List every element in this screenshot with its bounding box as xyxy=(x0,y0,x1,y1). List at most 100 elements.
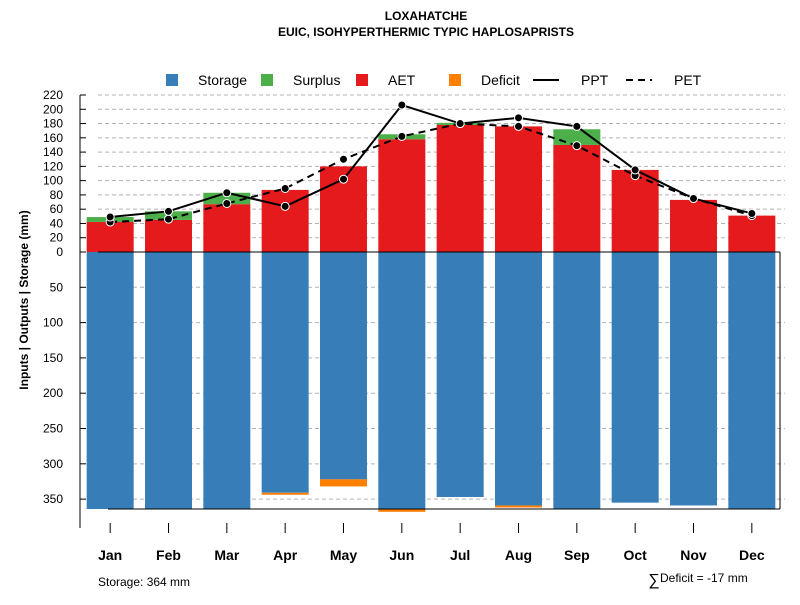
bar-aet-feb xyxy=(145,219,192,252)
pet-line xyxy=(110,122,753,224)
bar-storage-oct xyxy=(611,252,659,503)
bar-deficit-jun xyxy=(378,509,426,512)
legend: Storage Surplus AET Deficit PPT PET xyxy=(166,72,702,88)
legend-label-surplus: Surplus xyxy=(293,72,340,88)
legend-label-ppt: PPT xyxy=(581,72,609,88)
ppt-point-sep xyxy=(572,121,582,131)
y-tick-label-lower: 300 xyxy=(43,457,63,471)
storage-footnote: Storage: 364 mm xyxy=(98,575,190,589)
y-tick-label-upper: 100 xyxy=(43,174,63,188)
x-tick-label-jun: Jun xyxy=(389,547,414,563)
lines xyxy=(105,100,757,227)
y-tick-label-lower: 150 xyxy=(43,351,63,365)
x-tick-label-mar: Mar xyxy=(214,547,239,563)
ppt-point-dec xyxy=(747,208,757,218)
y-tick-label-lower: 250 xyxy=(43,422,63,436)
ppt-point-oct xyxy=(630,165,640,175)
y-tick-label-upper: 40 xyxy=(50,216,64,230)
legend-label-pet: PET xyxy=(674,72,702,88)
pet-point-feb xyxy=(164,214,173,224)
y-tick-label-upper: 200 xyxy=(43,102,63,116)
chart-title: LOXAHATCHE xyxy=(385,9,467,23)
bar-storage-jun xyxy=(378,252,426,509)
deficit-footnote: Deficit = -17 mm xyxy=(660,571,748,585)
pet-point-mar xyxy=(222,198,232,208)
ppt-point-aug xyxy=(514,113,523,123)
ppt-point-jul xyxy=(455,119,465,129)
axes: 0204060801001201401601802002205010015020… xyxy=(43,88,781,563)
pet-point-sep xyxy=(572,141,582,151)
x-tick-label-jan: Jan xyxy=(98,547,122,563)
bar-aet-dec xyxy=(728,215,776,252)
legend-swatch-storage xyxy=(166,74,178,86)
x-tick-label-feb: Feb xyxy=(156,547,181,563)
chart-subtitle: EUIC, ISOHYPERTHERMIC TYPIC HAPLOSAPRIST… xyxy=(278,25,574,39)
y-tick-label-upper: 60 xyxy=(50,202,64,216)
x-tick-label-nov: Nov xyxy=(680,547,707,563)
legend-swatch-surplus xyxy=(261,74,273,86)
bar-storage-nov xyxy=(670,252,717,506)
y-tick-label-lower: 50 xyxy=(50,280,64,294)
bar-aet-apr xyxy=(261,189,309,252)
pet-point-may xyxy=(339,154,348,164)
bars xyxy=(86,122,776,512)
ppt-point-feb xyxy=(164,206,173,216)
y-tick-label-upper: 20 xyxy=(50,231,64,245)
pet-point-aug xyxy=(514,121,523,131)
bar-storage-jul xyxy=(436,252,484,497)
ppt-point-jan xyxy=(105,212,115,222)
bar-aet-aug xyxy=(495,126,542,252)
bar-aet-mar xyxy=(203,204,251,252)
bar-storage-dec xyxy=(728,252,776,509)
x-tick-label-jul: Jul xyxy=(450,547,470,563)
ppt-point-apr xyxy=(280,201,290,211)
bar-aet-jul xyxy=(436,124,484,252)
legend-swatch-deficit xyxy=(449,74,461,86)
y-tick-label-upper: 160 xyxy=(43,131,63,145)
ppt-point-mar xyxy=(222,188,232,198)
bar-aet-nov xyxy=(670,199,717,252)
x-tick-label-may: May xyxy=(330,547,357,563)
x-tick-label-oct: Oct xyxy=(623,547,647,563)
y-tick-label-upper: 180 xyxy=(43,117,63,131)
bar-storage-may xyxy=(320,252,367,480)
bar-deficit-aug xyxy=(495,505,542,508)
x-tick-label-sep: Sep xyxy=(564,547,590,563)
legend-swatch-aet xyxy=(356,74,368,86)
bar-storage-jan xyxy=(86,252,134,509)
y-tick-label-upper: 80 xyxy=(50,188,64,202)
x-tick-label-apr: Apr xyxy=(273,547,298,563)
ppt-point-nov xyxy=(689,193,698,203)
x-tick-label-dec: Dec xyxy=(739,547,765,563)
legend-label-aet: AET xyxy=(388,72,416,88)
bar-storage-feb xyxy=(145,252,192,509)
bar-storage-aug xyxy=(495,252,542,506)
bar-aet-sep xyxy=(553,144,601,252)
x-tick-label-aug: Aug xyxy=(505,547,532,563)
bar-aet-jun xyxy=(378,139,426,252)
bar-storage-sep xyxy=(553,252,601,509)
y-tick-label-lower: 200 xyxy=(43,386,63,400)
bar-storage-apr xyxy=(261,252,309,493)
bar-deficit-apr xyxy=(261,492,309,495)
bar-aet-oct xyxy=(611,169,659,252)
deficit-sum-symbol: ∑ xyxy=(648,572,659,589)
bar-aet-jan xyxy=(86,222,134,252)
y-tick-label-lower: 350 xyxy=(43,492,63,506)
y-tick-label-upper: 220 xyxy=(43,88,63,102)
legend-label-storage: Storage xyxy=(198,72,247,88)
pet-point-jun xyxy=(397,131,407,141)
bar-deficit-may xyxy=(320,479,367,487)
legend-label-deficit: Deficit xyxy=(481,72,520,88)
y-tick-label-upper: 140 xyxy=(43,145,63,159)
y-axis-label: Inputs | Outputs | Storage (mm) xyxy=(17,210,31,389)
y-tick-label-upper: 0 xyxy=(56,245,63,259)
ppt-point-jun xyxy=(397,100,407,110)
bar-storage-mar xyxy=(203,252,251,509)
y-tick-label-upper: 120 xyxy=(43,159,63,173)
y-tick-label-lower: 100 xyxy=(43,316,63,330)
ppt-point-may xyxy=(339,174,348,184)
ppt-line xyxy=(110,103,753,219)
